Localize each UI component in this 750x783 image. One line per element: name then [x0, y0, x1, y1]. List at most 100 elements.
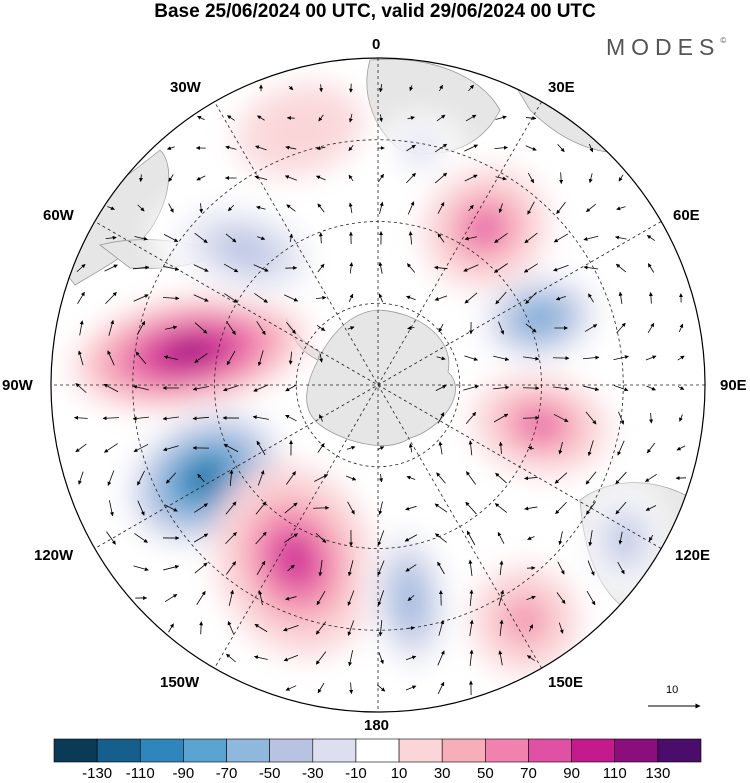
- wind-vector: [526, 595, 536, 601]
- wind-vector: [313, 505, 330, 510]
- wind-vector: [192, 386, 209, 391]
- wind-vector: [648, 534, 654, 542]
- wind-vector: [617, 561, 625, 575]
- wind-vector: [437, 233, 445, 243]
- wind-vector: [645, 505, 657, 511]
- wind-vector: [469, 649, 474, 666]
- wind-vector: [615, 263, 627, 273]
- wind-vector: [438, 441, 443, 455]
- lon-label-180: 180: [364, 717, 390, 734]
- wind-vector: [589, 143, 594, 153]
- wind-vector: [588, 173, 593, 184]
- wind-vector: [524, 232, 538, 244]
- wind-vector: [133, 565, 149, 572]
- wind-vector: [226, 350, 236, 366]
- wind-vector: [194, 322, 208, 334]
- wind-vector: [588, 530, 593, 547]
- wind-vector: [163, 233, 179, 243]
- wind-vector: [434, 295, 448, 301]
- wind-vector: [285, 596, 297, 601]
- wind-vector: [166, 146, 175, 150]
- wind-vector: [618, 411, 625, 425]
- wind-vector: [436, 472, 446, 484]
- wind-vector: [464, 174, 478, 182]
- wind-vector: [408, 231, 413, 245]
- wind-vector: [197, 115, 205, 121]
- wind-vector: [225, 145, 237, 150]
- wind-vector: [162, 416, 179, 421]
- lon-label-120e: 120E: [675, 547, 711, 564]
- anomaly-contour: [192, 466, 218, 490]
- wind-vector: [498, 441, 503, 454]
- anomaly-contour: [511, 606, 539, 634]
- modes-logo: MODES©: [606, 34, 727, 60]
- wind-vector: [197, 473, 205, 483]
- wind-vector: [553, 233, 569, 243]
- wind-vector: [319, 353, 324, 363]
- wind-vector: [139, 174, 143, 182]
- wind-vector: [585, 471, 597, 485]
- wind-vector: [407, 594, 415, 602]
- wind-vector: [199, 621, 204, 635]
- lon-label-60e: 60E: [673, 207, 700, 224]
- wind-vector: [498, 650, 503, 666]
- wind-vector: [587, 560, 595, 576]
- wind-vector: [377, 590, 384, 606]
- wind-vector: [469, 619, 474, 636]
- wind-vector: [648, 292, 653, 304]
- wind-vector: [525, 323, 537, 333]
- wind-vector: [223, 443, 239, 453]
- wind-vector: [583, 265, 599, 270]
- wind-vector: [284, 294, 299, 302]
- wind-vector: [378, 620, 383, 637]
- wind-vector: [317, 203, 325, 213]
- wind-vector: [192, 416, 210, 421]
- colorbar-tick-label: 130: [645, 765, 671, 782]
- colorbar-tick-label: -30: [301, 765, 324, 782]
- wind-vector: [319, 414, 323, 422]
- wind-vector: [497, 531, 505, 544]
- wind-vector: [559, 172, 564, 185]
- wind-vector: [524, 506, 538, 511]
- wind-vector: [223, 263, 239, 273]
- wind-vector: [347, 590, 355, 606]
- wind-vector: [315, 533, 327, 543]
- wind-vector: [134, 533, 148, 543]
- wind-vector: [168, 623, 174, 633]
- wind-vector: [163, 355, 179, 360]
- wind-vector: [437, 201, 445, 214]
- wind-vector: [407, 325, 415, 330]
- colorbar-tick-label: 90: [563, 765, 580, 782]
- wind-vector: [253, 655, 268, 660]
- wind-vector: [466, 471, 476, 485]
- meridian-line: [214, 101, 542, 669]
- wind-vector: [319, 84, 324, 93]
- wind-vector: [495, 291, 507, 305]
- wind-vector: [106, 531, 116, 545]
- wind-vector: [194, 503, 209, 513]
- wind-vector: [553, 413, 569, 423]
- wind-vector: [464, 292, 478, 304]
- wind-vector: [522, 415, 540, 420]
- wind-vector: [285, 685, 297, 691]
- wind-vector: [193, 264, 209, 272]
- wind-vector: [348, 113, 353, 123]
- wind-vector: [468, 440, 473, 456]
- colorbar-tick-label: -130: [82, 765, 113, 782]
- wind-vector: [194, 353, 208, 363]
- wind-vector: [318, 232, 323, 244]
- anomaly-contour: [281, 543, 309, 577]
- wind-vector: [136, 321, 146, 335]
- anomaly-contour: [526, 414, 554, 436]
- wind-vector: [406, 172, 416, 184]
- wind-vector: [494, 503, 508, 513]
- wind-vector: [348, 650, 354, 667]
- wind-vector: [409, 85, 414, 92]
- wind-vector: [499, 560, 504, 576]
- wind-vector: [647, 322, 655, 334]
- wind-vector: [164, 504, 178, 512]
- wind-vector: [347, 326, 355, 330]
- wind-vector: [556, 201, 566, 215]
- wind-vector: [465, 114, 477, 122]
